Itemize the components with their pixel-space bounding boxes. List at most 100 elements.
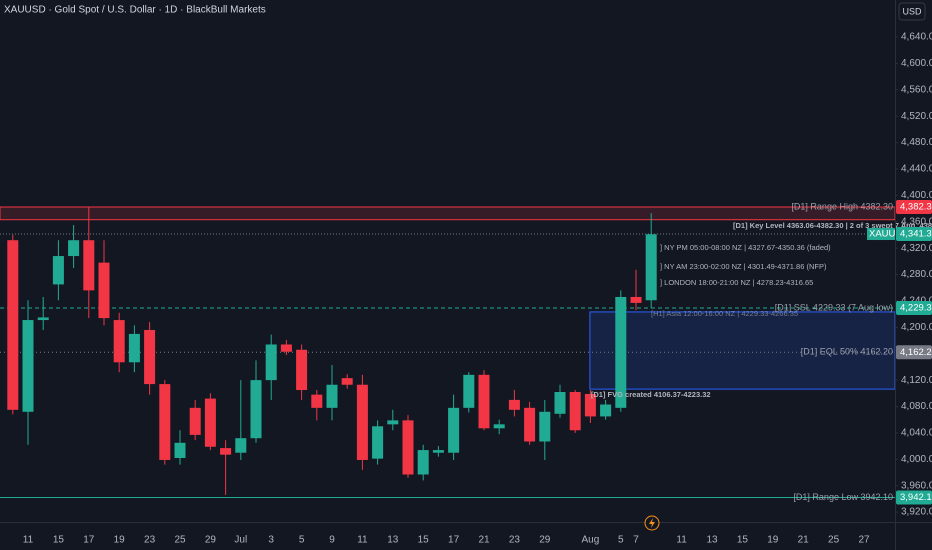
candle-body (265, 344, 277, 381)
y-tick-label: 3,960.00 (901, 480, 932, 491)
zone-label: [D1] FVG created 4106.37-4223.32 (591, 390, 711, 399)
x-tick-label: 25 (828, 535, 840, 546)
candle-body (615, 296, 627, 408)
candle-body (356, 384, 368, 460)
y-tick-label: 4,080.00 (901, 401, 932, 412)
candle-body (296, 349, 308, 391)
y-tick-label: 4,360.00 (901, 216, 932, 227)
events-icon-bolt (649, 518, 655, 528)
y-tick-label: 4,640.00 (901, 32, 932, 43)
candle-body (22, 320, 34, 412)
y-tick-label: 4,560.00 (901, 84, 932, 95)
candle-body (174, 442, 186, 458)
candle-body (220, 448, 232, 455)
chart-title: XAUUSD · Gold Spot / U.S. Dollar · 1D · … (4, 5, 266, 16)
y-tick-label: 4,120.00 (901, 375, 932, 386)
level-tag-label: 4,229.33 (900, 302, 932, 313)
candle-body (235, 438, 247, 453)
level-label: [D1] SSL 4229.33 (7 Aug low) (775, 302, 893, 312)
candle-body (432, 450, 444, 453)
y-tick-label: 4,520.00 (901, 111, 932, 122)
x-tick-label: 27 (858, 535, 870, 546)
candle-body (372, 426, 384, 459)
candle-body (569, 391, 581, 431)
x-tick-label: 5 (299, 535, 305, 546)
session-note: [D1] Key Level 4363.06-4382.30 | 2 of 3 … (733, 221, 932, 230)
session-note: ] NY PM 05:00-08:00 NZ | 4327.67-4350.36… (660, 243, 831, 252)
x-tick-label: Jul (234, 535, 247, 546)
y-tick-label: 4,000.00 (901, 454, 932, 465)
candle-body (584, 393, 596, 417)
x-tick-label: 29 (205, 535, 217, 546)
y-tick-label: 4,320.00 (901, 243, 932, 254)
candle-body (128, 333, 140, 363)
candle-body (508, 399, 520, 410)
x-tick-label: 21 (478, 535, 490, 546)
candle-body (204, 398, 216, 447)
candle-body (417, 450, 429, 475)
x-tick-label: 7 (633, 535, 639, 546)
candle-body (144, 329, 156, 385)
level-tag (896, 300, 932, 315)
x-tick-label: 21 (798, 535, 810, 546)
candle-body (326, 384, 338, 408)
x-tick-label: 5 (618, 535, 624, 546)
candle-body (463, 374, 475, 408)
level-tag-label: 4,162.20 (900, 347, 932, 358)
candle-body (280, 344, 292, 352)
x-tick-label: 19 (114, 535, 126, 546)
x-tick-label: 11 (676, 535, 687, 546)
y-tick-label: 4,480.00 (901, 137, 932, 148)
x-tick-label: 13 (706, 535, 718, 546)
session-note: ] NY AM 23:00-02:00 NZ | 4301.49-4371.86… (660, 262, 827, 271)
candle-body (311, 394, 323, 408)
zone (0, 206, 896, 221)
currency-label: USD (902, 6, 922, 16)
x-tick-label: 15 (418, 535, 430, 546)
level-tag-label: 3,942.10 (900, 492, 932, 503)
level-tag-label: 4,382.30 (900, 202, 932, 213)
price-tag (896, 227, 932, 242)
candle-body (341, 378, 353, 385)
session-note: [H1] Asia 12:00-16:00 NZ | 4229.33-4266.… (651, 309, 798, 318)
candle-body (387, 420, 399, 425)
level-label: [D1] EQL 50% 4162.20 (801, 347, 893, 357)
candle-body (98, 262, 110, 319)
x-tick-label: 15 (737, 535, 749, 546)
session-note: ] LONDON 18:00-21:00 NZ | 4278.23-4316.6… (660, 278, 813, 287)
y-tick-label: 3,920.00 (901, 507, 932, 518)
candle-body (524, 407, 536, 442)
level-tag (896, 200, 932, 215)
x-tick-label: 15 (53, 535, 65, 546)
symbol-tag (867, 228, 895, 241)
x-tick-label: 11 (357, 535, 368, 546)
y-tick-label: 4,400.00 (901, 190, 932, 201)
candle-body (68, 240, 80, 257)
y-tick-label: 4,440.00 (901, 164, 932, 175)
x-tick-label: 3 (268, 535, 274, 546)
zone (589, 311, 896, 390)
y-tick-label: 4,200.00 (901, 322, 932, 333)
level-label: [D1] Range Low 3942.10 (793, 492, 893, 502)
level-tag (896, 490, 932, 505)
candle-body (113, 320, 125, 363)
candle-body (7, 240, 19, 410)
candle-body (159, 384, 171, 460)
candle-body (52, 256, 64, 285)
y-tick-label: 4,040.00 (901, 428, 932, 439)
x-tick-label: 17 (448, 535, 460, 546)
candle-body (250, 380, 262, 439)
candle-body (478, 374, 490, 429)
symbol-tag-label: XAUUSD (869, 229, 909, 240)
candle-body (539, 411, 551, 442)
x-tick-label: 23 (144, 535, 156, 546)
y-tick-label: 4,600.00 (901, 58, 932, 69)
candle-body (83, 240, 95, 291)
candle-body (189, 407, 201, 435)
currency-button[interactable] (898, 2, 926, 21)
x-tick-label: 13 (387, 535, 399, 546)
x-tick-label: 11 (23, 535, 34, 546)
candle-body (554, 391, 566, 414)
